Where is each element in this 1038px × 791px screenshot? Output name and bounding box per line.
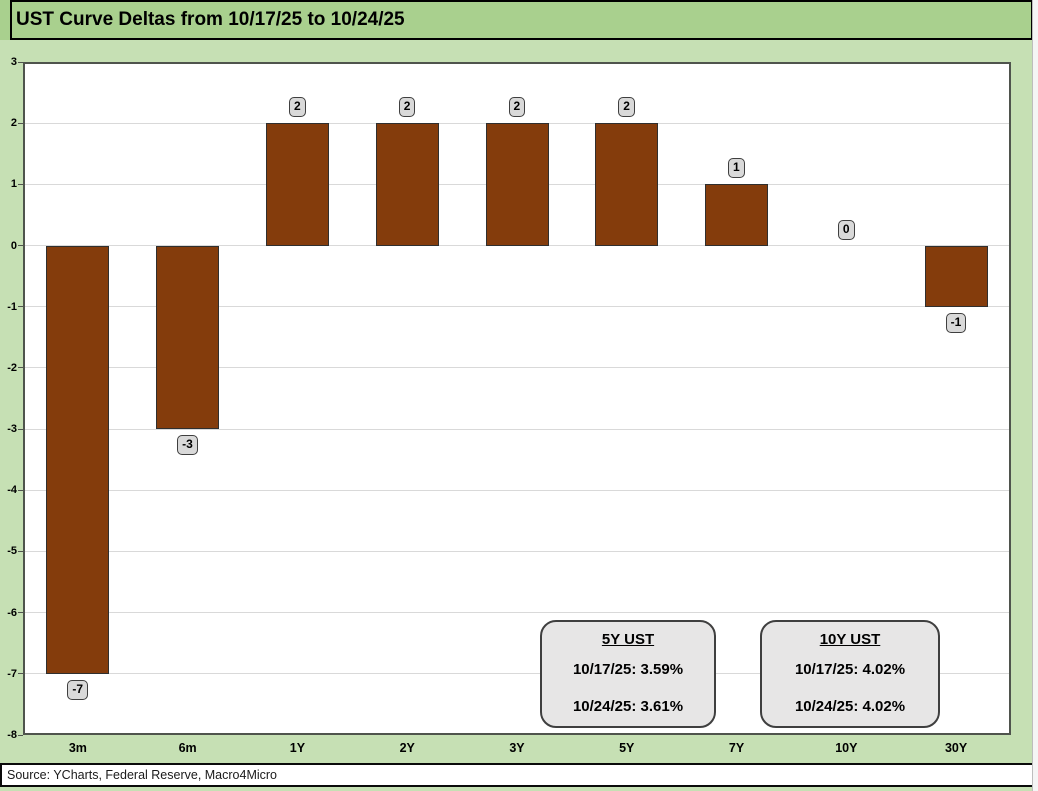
header-band: UST Curve Deltas from 10/17/25 to 10/24/…	[0, 0, 1038, 40]
x-axis-category-label-10Y: 10Y	[835, 741, 858, 755]
y-axis-tick-label: 1	[10, 178, 17, 191]
y-axis-tick-label: 0	[10, 239, 17, 252]
x-axis-category-label-5Y: 5Y	[619, 741, 635, 755]
x-axis-category-label-2Y: 2Y	[399, 741, 415, 755]
y-axis-tick-label: -2	[7, 361, 17, 374]
source-text: Source: YCharts, Federal Reserve, Macro4…	[7, 768, 278, 782]
y-axis-tick-label: 3	[10, 56, 17, 68]
callout-5y-line2: 10/24/25: 3.61%	[572, 698, 684, 715]
y-axis-tick-label: 2	[10, 117, 17, 130]
x-axis-category-label-30Y: 30Y	[944, 741, 968, 755]
y-axis-tick-label: -5	[7, 545, 17, 558]
x-axis-category-label-6m: 6m	[178, 741, 197, 755]
chart-title: UST Curve Deltas from 10/17/25 to 10/24/…	[16, 9, 405, 30]
y-axis-tick-label: -1	[7, 300, 17, 313]
callout-5y-line1: 10/17/25: 3.59%	[572, 661, 684, 678]
x-axis-category-label-7Y: 7Y	[728, 741, 745, 755]
source-bar: Source: YCharts, Federal Reserve, Macro4…	[0, 763, 1035, 787]
y-axis-tick-label: -7	[7, 667, 17, 680]
callout-5y-ust: 5Y UST 10/17/25: 3.59% 10/24/25: 3.61%	[540, 620, 716, 728]
window-edge-strip	[1032, 0, 1038, 791]
y-axis-tick-label: -4	[7, 484, 17, 497]
x-axis-category-label-1Y: 1Y	[289, 741, 306, 755]
callout-10y-title: 10Y UST	[819, 631, 881, 648]
x-axis-category-label-3m: 3m	[68, 741, 87, 755]
y-axis-tick-label: -8	[7, 729, 17, 741]
callout-5y-title: 5Y UST	[601, 631, 655, 648]
callout-10y-line1: 10/17/25: 4.02%	[794, 661, 906, 678]
callout-10y-ust: 10Y UST 10/17/25: 4.02% 10/24/25: 4.02%	[760, 620, 940, 728]
chart-title-box: UST Curve Deltas from 10/17/25 to 10/24/…	[10, 0, 1033, 40]
x-axis-category-label-3Y: 3Y	[509, 741, 525, 755]
y-axis-tick-label: -3	[7, 423, 17, 436]
y-axis-tick-label: -6	[7, 606, 17, 619]
callout-10y-line2: 10/24/25: 4.02%	[794, 698, 906, 715]
